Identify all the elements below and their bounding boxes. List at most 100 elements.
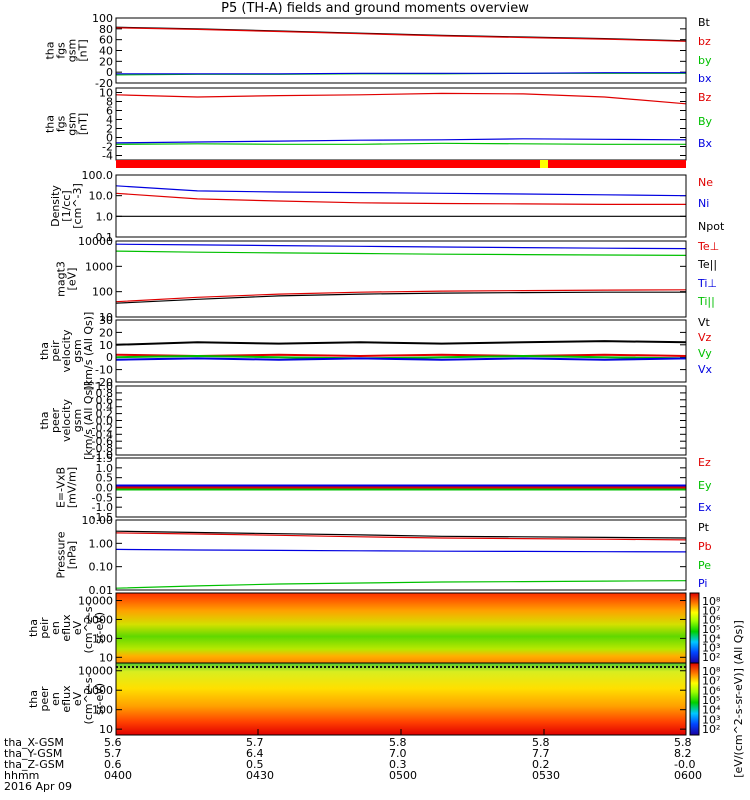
y-tick-label: -1.5 bbox=[92, 511, 113, 524]
y-tick-label: 1000 bbox=[85, 684, 113, 697]
y-tick-label: -0.4 bbox=[92, 428, 113, 441]
y-tick-label: 0.5 bbox=[96, 472, 114, 485]
legend-ti: Ti⊥ bbox=[697, 277, 717, 290]
orbit-value: 7.7 bbox=[532, 747, 550, 760]
y-tick-label: 0.2 bbox=[96, 408, 114, 421]
y-axis-label: magt3[eV] bbox=[55, 261, 79, 297]
panel-frame bbox=[115, 519, 687, 591]
colorbar-tick-label: 10² bbox=[702, 651, 720, 664]
y-axis-label-line: gsm bbox=[66, 39, 79, 62]
y-tick-label: -4 bbox=[102, 150, 113, 163]
panel-frame bbox=[115, 240, 687, 318]
y-tick-label: 1.00 bbox=[89, 537, 114, 550]
y-tick-label: 10 bbox=[99, 651, 113, 664]
colorbar-tick-label: 10³ bbox=[702, 642, 720, 655]
orbit-row-label: tha_Y-GSM bbox=[4, 747, 63, 760]
y-axis-label-line: gsm bbox=[71, 339, 84, 362]
y-axis-label-line: peir bbox=[38, 617, 51, 639]
y-tick-label: 1.0 bbox=[96, 210, 114, 223]
y-tick-label: 10 bbox=[99, 311, 113, 324]
panel-frame bbox=[115, 87, 687, 161]
y-axis-label: Pressure[nPa] bbox=[55, 531, 79, 578]
orbit-value: 0.6 bbox=[104, 758, 122, 771]
y-tick-label: 10 bbox=[99, 87, 113, 100]
orbit-value: 0600 bbox=[674, 769, 702, 782]
legend-ey: Ey bbox=[698, 479, 712, 492]
series-line-bx bbox=[115, 138, 687, 144]
y-axis-label-line: [nT] bbox=[77, 113, 90, 135]
series-line-pb bbox=[115, 532, 687, 541]
legend-pi: Pi bbox=[698, 577, 707, 590]
colorbar-tick-label: 10⁴ bbox=[702, 704, 721, 717]
legend-vz: Vz bbox=[698, 331, 712, 344]
y-tick-label: 60 bbox=[99, 34, 113, 47]
y-tick-label: 0 bbox=[106, 132, 113, 145]
colorbar-tick-label: 10⁵ bbox=[702, 623, 720, 636]
y-tick-label: 100 bbox=[92, 704, 113, 717]
y-tick-label: 2 bbox=[106, 123, 113, 136]
orbit-value: 0530 bbox=[532, 769, 560, 782]
y-axis-label-line: eV bbox=[71, 620, 84, 635]
legend-ex: Ex bbox=[698, 501, 712, 514]
y-tick-label: -0.5 bbox=[92, 491, 113, 504]
panel-4: magt3[eV] bbox=[55, 240, 687, 318]
colorbar-tick-label: 10⁷ bbox=[702, 675, 720, 688]
y-axis-label-line: [km/s (All Qs)] bbox=[82, 312, 95, 391]
orbit-value: 5.7 bbox=[104, 747, 122, 760]
y-axis-label-line: (cm^2-s- bbox=[82, 603, 95, 654]
y-axis-label-line: Pressure bbox=[55, 531, 68, 578]
legend-bz: Bz bbox=[698, 91, 712, 104]
y-axis-label: Density[1/cc][cm^-3] bbox=[49, 183, 84, 229]
y-axis-label-line: en bbox=[49, 621, 62, 635]
legend-pb: Pb bbox=[698, 540, 712, 553]
y-axis-label-line: [eV] bbox=[66, 268, 79, 291]
y-axis-label-line: (cm^2-s- bbox=[82, 674, 95, 725]
legend-ti: Ti|| bbox=[697, 295, 715, 308]
y-tick-label: -1.0 bbox=[92, 501, 113, 514]
orbit-value: 5.6 bbox=[104, 736, 122, 749]
y-axis-label-line: sr-eV) bbox=[93, 612, 106, 644]
y-axis-label-line: eflux bbox=[60, 685, 73, 713]
series-line-te bbox=[115, 291, 686, 304]
legend-ni: Ni bbox=[698, 197, 709, 210]
series-line-pi bbox=[115, 548, 687, 553]
y-tick-label: 0.0 bbox=[96, 415, 114, 428]
series-line-pt bbox=[115, 530, 687, 539]
series-line-ti bbox=[115, 250, 687, 256]
y-axis-label-line: tha bbox=[38, 342, 51, 360]
orbit-row-label: tha_Z-GSM bbox=[4, 758, 65, 771]
orbit-value: 8.2 bbox=[674, 747, 692, 760]
series-line-pe bbox=[115, 580, 687, 589]
legend-bx: bx bbox=[698, 72, 712, 85]
y-tick-label: 10 bbox=[99, 723, 113, 736]
legend-bx: Bx bbox=[698, 137, 713, 150]
y-tick-label: 0.0 bbox=[96, 482, 114, 495]
y-axis-label-line: fgs bbox=[55, 42, 68, 59]
colorbar-tick-label: 10² bbox=[702, 723, 720, 736]
legend-te: Te|| bbox=[697, 258, 717, 271]
y-axis-label-line: velocity bbox=[60, 329, 73, 372]
y-axis-label-line: [km/s (All Qs)] bbox=[82, 381, 95, 460]
spectrogram bbox=[116, 663, 686, 735]
series-line-bz bbox=[115, 27, 687, 42]
y-axis-label-line: tha bbox=[38, 411, 51, 429]
y-tick-label: 100 bbox=[92, 286, 113, 299]
y-tick-label: 100 bbox=[92, 632, 113, 645]
y-axis-label-line: [cm^-3] bbox=[71, 183, 84, 229]
y-tick-label: 100.0 bbox=[82, 169, 114, 182]
colorbar-tick-label: 10⁶ bbox=[702, 684, 721, 697]
legend-pe: Pe bbox=[698, 559, 711, 572]
orbit-value: 0.5 bbox=[246, 758, 264, 771]
y-tick-label: 0 bbox=[106, 66, 113, 79]
legend-npot: Npot bbox=[698, 220, 725, 233]
panel-frame bbox=[115, 17, 687, 84]
panel-3: Density[1/cc][cm^-3] bbox=[49, 174, 687, 238]
y-axis-label-line: eV bbox=[71, 691, 84, 706]
orbit-row-label: hhmm bbox=[4, 769, 40, 782]
